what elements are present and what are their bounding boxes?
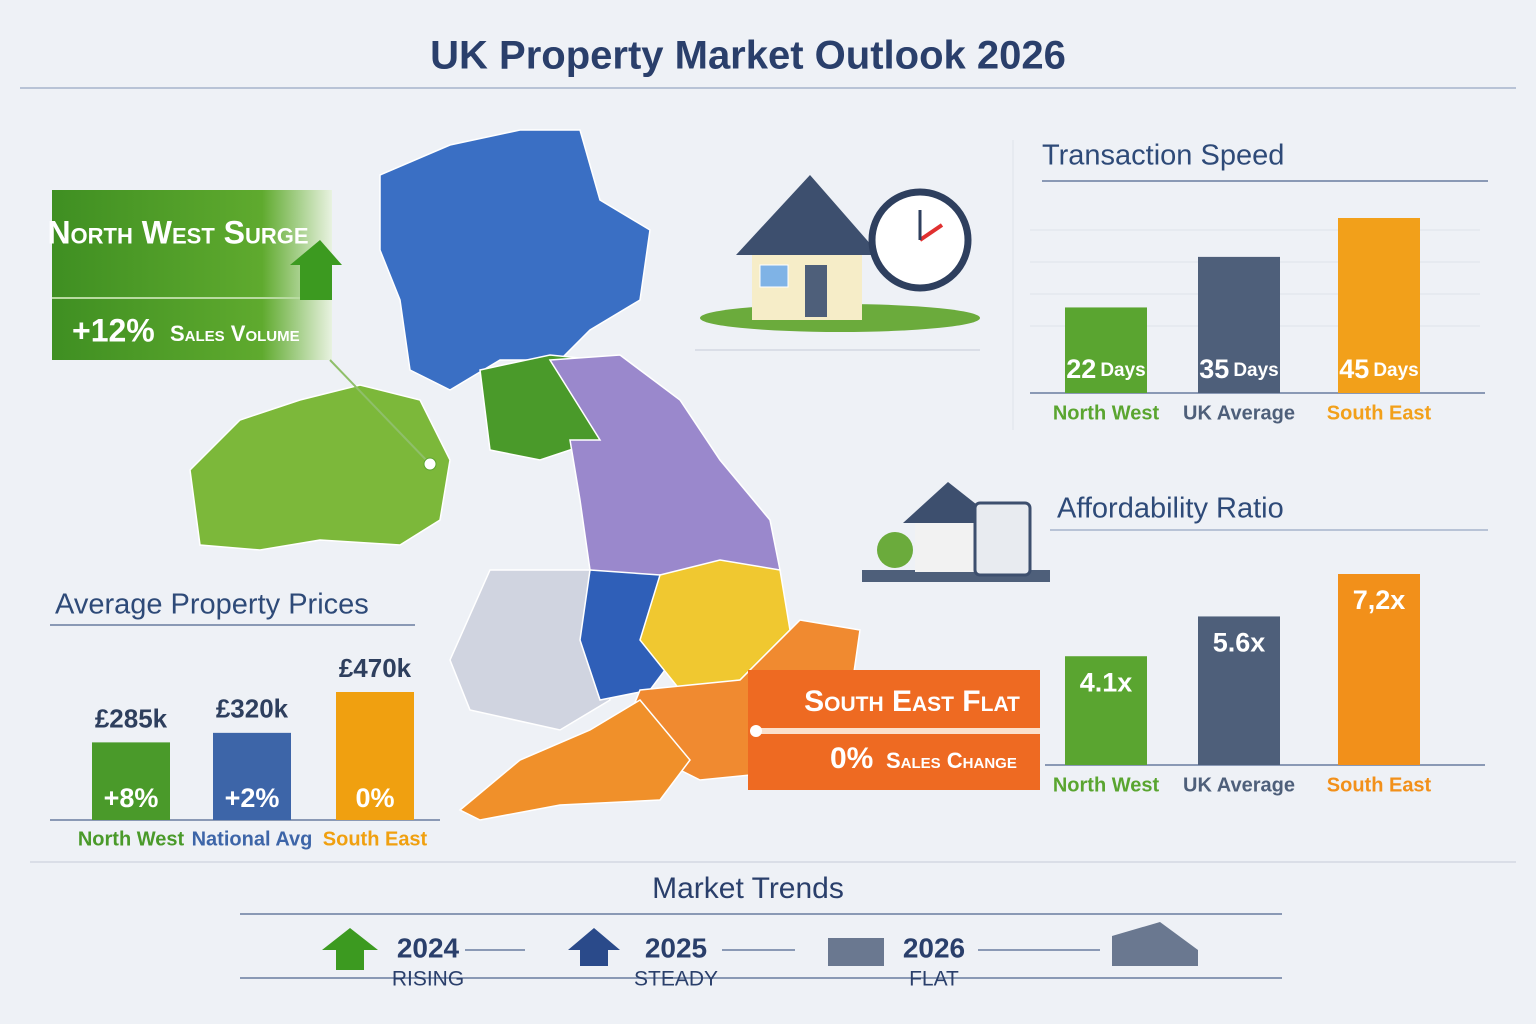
callout-text: Sales Change bbox=[886, 748, 1017, 773]
north-west-callout: North West Surge +12% Sales Volume bbox=[47, 190, 437, 471]
steady-icon bbox=[568, 928, 620, 966]
page-title: UK Property Market Outlook 2026 bbox=[430, 34, 1066, 78]
trend-label: Flat bbox=[909, 968, 959, 991]
callout-title: North West Surge bbox=[47, 214, 308, 250]
category-label: National Avg bbox=[192, 828, 313, 850]
callout-dot bbox=[750, 725, 762, 737]
uk-map bbox=[189, 129, 861, 821]
arrow-icon bbox=[290, 240, 342, 300]
change-label: 0% bbox=[355, 783, 394, 813]
value-unit: Days bbox=[1100, 360, 1145, 381]
callout-divider bbox=[756, 728, 1040, 734]
bar bbox=[336, 692, 414, 820]
value-number: 35 bbox=[1199, 354, 1229, 384]
trends-title: Market Trends bbox=[652, 872, 844, 905]
callout-figure: 0% bbox=[830, 742, 873, 775]
category-label: South East bbox=[323, 828, 428, 850]
trend-year: 2024 bbox=[397, 932, 460, 963]
bar bbox=[1338, 574, 1420, 765]
callout-leader bbox=[329, 359, 431, 465]
window bbox=[759, 264, 789, 288]
value-label: 7,2x bbox=[1353, 585, 1406, 615]
value-number: 22 bbox=[1066, 354, 1096, 384]
chart-title: Transaction Speed bbox=[1042, 140, 1284, 172]
value-label: 45 Days bbox=[1339, 354, 1418, 384]
trend-year: 2026 bbox=[903, 932, 965, 963]
value-label: 22 Days bbox=[1066, 354, 1145, 384]
chart-title: Average Property Prices bbox=[55, 589, 369, 621]
value-label: £320k bbox=[216, 694, 289, 724]
bar bbox=[92, 742, 170, 820]
bush bbox=[877, 532, 913, 568]
bar bbox=[1065, 307, 1147, 393]
change-label: +2% bbox=[225, 783, 280, 813]
category-label: South East bbox=[1327, 774, 1432, 796]
calculator bbox=[973, 501, 1032, 577]
callout-text: Sales Volume bbox=[170, 321, 300, 346]
value-unit: Days bbox=[1233, 360, 1278, 381]
map-region bbox=[189, 384, 451, 551]
clock-hand bbox=[918, 223, 944, 242]
value-label: 5.6x bbox=[1213, 628, 1266, 658]
category-label: UK Average bbox=[1183, 774, 1295, 796]
category-label: South East bbox=[1327, 402, 1432, 424]
house-clock-icon bbox=[695, 175, 980, 351]
callout-title: South East Flat bbox=[804, 685, 1020, 718]
trend-label: Steady bbox=[634, 968, 718, 991]
house-calculator-icon bbox=[862, 482, 1488, 582]
category-label: North West bbox=[1053, 402, 1160, 424]
category-label: UK Average bbox=[1183, 402, 1295, 424]
category-label: North West bbox=[1053, 774, 1160, 796]
bar bbox=[1198, 256, 1280, 393]
flat-icon bbox=[828, 938, 884, 966]
house-roof bbox=[736, 175, 880, 255]
value-label: £285k bbox=[95, 703, 168, 733]
value-unit: Days bbox=[1373, 360, 1418, 381]
bar bbox=[1065, 656, 1147, 765]
south-east-callout: South East Flat 0% Sales Change bbox=[748, 670, 1040, 790]
map-region bbox=[379, 129, 651, 391]
callout-box bbox=[52, 190, 332, 360]
bar bbox=[1338, 218, 1420, 393]
market-trends: Market Trends bbox=[30, 861, 1516, 979]
callout-figure: +12% bbox=[72, 312, 155, 348]
trend-year: 2025 bbox=[645, 932, 707, 963]
change-label: +8% bbox=[104, 783, 159, 813]
value-number: 45 bbox=[1339, 354, 1369, 384]
value-label: £470k bbox=[339, 653, 412, 683]
bar bbox=[213, 732, 291, 820]
door bbox=[805, 265, 827, 317]
bar bbox=[1198, 616, 1280, 765]
map-region bbox=[458, 699, 691, 821]
chart-title: Affordability Ratio bbox=[1057, 493, 1284, 525]
value-label: 4.1x bbox=[1080, 667, 1133, 697]
category-label: North West bbox=[78, 828, 185, 850]
house-icon bbox=[1112, 922, 1198, 966]
callout-dot bbox=[423, 457, 437, 471]
rising-icon bbox=[322, 928, 378, 970]
house-wall bbox=[915, 520, 985, 572]
trend-label: Rising bbox=[392, 968, 464, 991]
value-label: 35 Days bbox=[1199, 354, 1278, 384]
